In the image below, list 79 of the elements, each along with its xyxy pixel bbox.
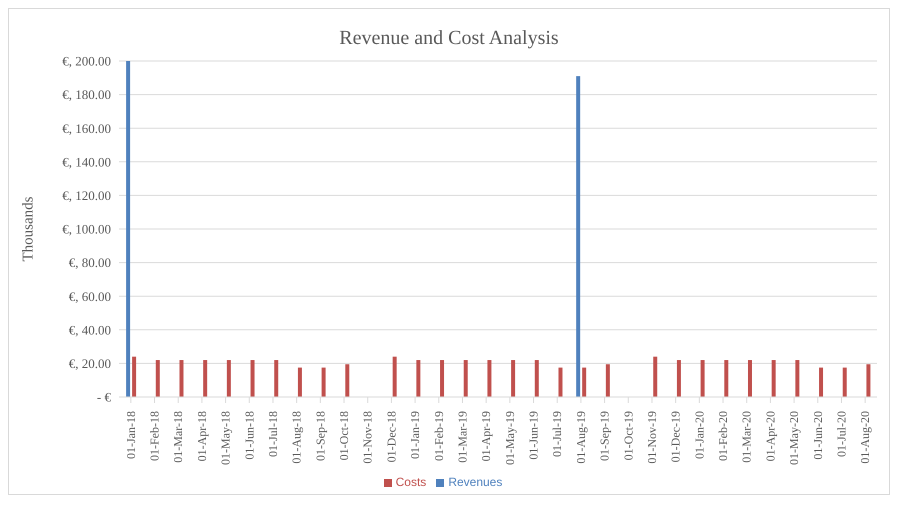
x-tick-label: 01-Jan-20 <box>692 411 706 459</box>
bar <box>700 360 705 397</box>
x-tick-label: 01-Dec-19 <box>668 411 683 462</box>
bar <box>842 368 847 397</box>
x-tick-label: 01-Aug-19 <box>574 411 588 464</box>
bar <box>653 356 658 397</box>
y-tick-label: €, 100.00 <box>62 222 111 237</box>
legend-label: Revenues <box>448 475 502 489</box>
bar <box>606 364 610 397</box>
bar <box>126 61 130 397</box>
bar <box>819 368 824 397</box>
y-axis-title: Thousands <box>20 196 36 262</box>
x-tick-label: 01-Feb-19 <box>432 411 446 461</box>
x-tick-label: 01-May-20 <box>787 411 802 465</box>
x-tick-label: 01-Jan-18 <box>124 411 138 459</box>
x-tick-label: 01-Aug-20 <box>858 411 872 464</box>
bar <box>203 360 208 397</box>
bar <box>416 360 420 397</box>
bar <box>179 360 184 397</box>
x-tick-label: 01-Mar-18 <box>171 411 186 463</box>
bar <box>748 360 752 397</box>
bar <box>582 368 586 397</box>
bar <box>392 356 397 397</box>
chart-title: Revenue and Cost Analysis <box>338 27 560 50</box>
x-tick-label: 01-Feb-18 <box>148 411 162 461</box>
bar <box>866 364 870 397</box>
bar <box>132 356 136 397</box>
x-tick-label: 01-Oct-19 <box>621 411 636 460</box>
x-tick-label: 01-Nov-18 <box>360 411 375 464</box>
x-tick-label: 01-Jun-18 <box>242 411 256 460</box>
x-tick-label: 01-Aug-18 <box>290 411 304 464</box>
x-tick-label: 01-Jul-19 <box>550 411 564 457</box>
x-tick-label: 01-Sep-19 <box>598 411 612 461</box>
x-tick-label: 01-Jul-18 <box>266 411 280 457</box>
y-tick-label: €, 120.00 <box>62 188 111 204</box>
bar <box>576 76 580 397</box>
y-tick-label: €, 180.00 <box>62 87 111 102</box>
x-tick-label: 01-Jun-20 <box>810 411 825 460</box>
x-tick-label: 01-Jun-19 <box>526 411 541 460</box>
bar <box>511 360 516 397</box>
y-tick-label: €, 60.00 <box>68 288 111 304</box>
bar <box>676 360 681 397</box>
bar <box>298 368 302 397</box>
x-tick-label: 01-May-19 <box>502 411 517 465</box>
x-tick-label: 01-Apr-18 <box>194 411 209 462</box>
x-tick-label: 01-Sep-18 <box>313 411 328 461</box>
y-tick-label: €, 140.00 <box>62 154 111 170</box>
x-tick-label: 01-Dec-18 <box>384 411 398 462</box>
bar <box>322 368 326 397</box>
y-tick-label: €, 20.00 <box>68 356 111 372</box>
bar <box>534 360 539 397</box>
x-tick-label: 01-Jan-19 <box>408 411 422 459</box>
bar <box>250 360 255 397</box>
bar <box>487 360 492 397</box>
y-tick-label: €, 160.00 <box>62 120 111 136</box>
x-tick-label: 01-Nov-19 <box>644 411 659 464</box>
bar <box>558 368 562 397</box>
legend-label: Costs <box>396 475 426 489</box>
y-tick-label: €, 80.00 <box>68 255 111 270</box>
y-tick-label: €, 40.00 <box>68 322 111 338</box>
y-tick-label: - € <box>96 390 112 405</box>
x-tick-label: 01-Mar-19 <box>455 411 470 463</box>
x-tick-label: 01-Apr-20 <box>763 411 778 462</box>
x-tick-label: 01-May-18 <box>218 411 233 465</box>
bar <box>772 360 776 397</box>
x-tick-label: 01-Feb-20 <box>716 411 730 461</box>
bar <box>345 364 350 397</box>
bar <box>724 360 728 397</box>
y-tick-label: €, 200.00 <box>62 54 111 69</box>
x-tick-label: 01-Apr-19 <box>479 411 494 462</box>
x-tick-label: 01-Jul-20 <box>834 411 848 457</box>
x-tick-label: 01-Mar-20 <box>740 411 754 463</box>
bar <box>795 360 800 397</box>
bar <box>440 360 444 397</box>
bar <box>274 360 278 397</box>
bar <box>156 360 160 397</box>
bar <box>464 360 468 397</box>
bar <box>226 360 231 397</box>
x-tick-label: 01-Oct-18 <box>337 411 352 460</box>
